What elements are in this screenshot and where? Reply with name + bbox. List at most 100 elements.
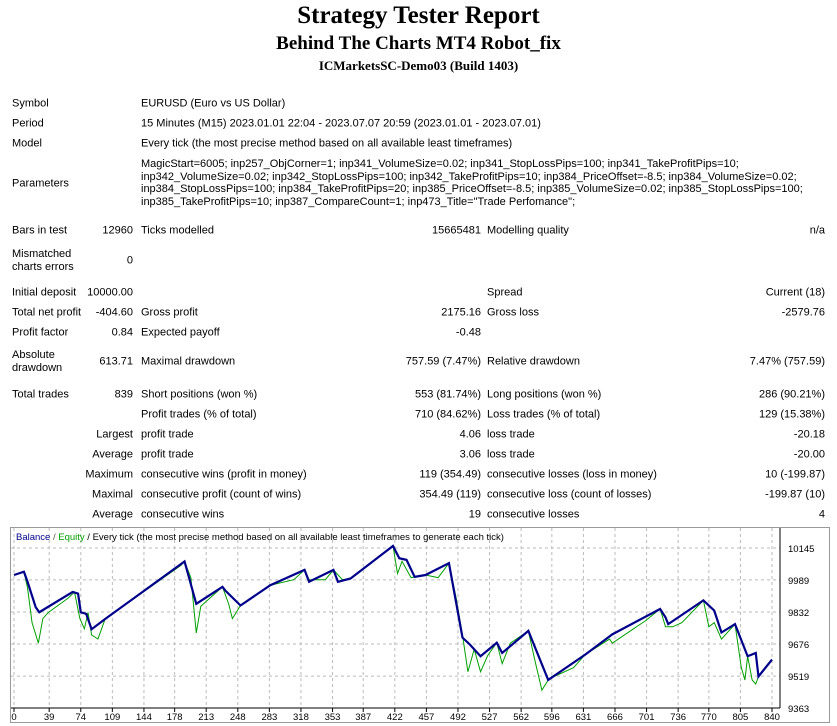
value: 354.49 (119) [419,488,481,501]
stats-row: Maximal consecutive profit (count of wins… [0,485,837,505]
legend-equity: Equity [58,532,85,543]
label: consecutive wins [141,508,225,521]
balance-equity-chart: 0 39 74 109 144 178 213 248 283 318 353 387 422 457 49… [10,527,830,723]
param-line: inp385_TakeProfitPips=10; inp387_Compare… [141,195,576,208]
legend-sep: / [50,532,58,543]
label: Relative drawdown [487,355,580,368]
label: Mismatched charts errors [12,248,74,273]
value: 10 (-199.87) [765,468,825,481]
y-tick-label: 9363 [788,704,809,715]
expert-name: Behind The Charts MT4 Robot_fix [276,33,561,54]
value: 119 (354.49) [419,468,481,481]
x-tick-label: 770 [701,712,717,723]
x-tick-label: 562 [513,712,529,723]
value: 7.47% (757.59) [749,355,825,368]
label: Initial deposit [12,286,77,299]
param-line: inp342_VolumeSize=0.02; inp342_StopLossP… [141,170,797,183]
value: Every tick (the most precise method base… [141,137,513,150]
y-tick-label: 10145 [788,544,814,555]
stats-row: Largest profit trade 4.06 loss trade -20.18 [0,425,837,445]
value: Largest [96,428,133,441]
value: 0.84 [111,326,133,339]
label: Short positions (won %) [141,388,258,401]
label: Total net profit [12,306,82,319]
value: Maximum [85,468,133,481]
value: 839 [114,388,133,401]
x-tick-label: 283 [261,712,277,723]
value: 286 (90.21%) [758,388,825,401]
label: consecutive wins (profit in money) [141,468,307,481]
stats-row: Mismatched charts errors 0 [0,248,837,274]
x-tick-label: 736 [670,712,686,723]
label: Modelling quality [487,224,569,237]
param-line: MagicStart=6005; inp257_ObjCorner=1; inp… [141,158,739,170]
label: Loss trades (% of total) [487,408,601,421]
value: -0.48 [455,326,481,339]
value: 3.06 [459,448,481,461]
label: Profit trades (% of total) [141,408,257,421]
label: Profit factor [12,326,69,339]
value: -404.60 [95,306,133,319]
label: Gross profit [141,306,198,319]
label: loss trade [487,428,535,441]
label: Period [12,117,44,130]
x-tick-label: 840 [764,712,780,723]
stats-row: Profit factor 0.84 Expected payoff -0.48 [0,323,837,343]
value: 15665481 [432,224,481,237]
value: -2579.76 [781,306,825,319]
value: 12960 [102,224,133,237]
parameters-value: MagicStart=6005; inp257_ObjCorner=1; inp… [141,158,831,208]
x-tick-label: 109 [104,712,120,723]
param-line: inp384_StopLossPips=100; inp384_TakeProf… [141,183,803,195]
equity-line [13,545,773,692]
value: Average [92,508,133,521]
x-tick-label: 248 [230,712,246,723]
label: Absolute drawdown [12,349,63,374]
label: consecutive losses [487,508,580,521]
value: 19 [468,508,481,521]
value: 129 (15.38%) [758,408,825,421]
server-info: ICMarketsSC-Demo03 (Build 1403) [318,58,519,73]
chart-legend: Balance / Equity / Every tick (the most … [16,532,504,543]
parameters-row: Parameters [0,174,837,194]
model-row: Model Every tick (the most precise method… [0,134,837,154]
value: -20.00 [793,448,825,461]
symbol-row: Symbol EURUSD (Euro vs US Dollar) [0,94,837,114]
y-tick-label: 9832 [788,608,809,619]
x-tick-label: 144 [136,712,152,723]
label: Maximal drawdown [141,355,236,368]
x-tick-label: 213 [198,712,214,723]
stats-row: Maximum consecutive wins (profit in money… [0,465,837,485]
value: -20.18 [793,428,825,441]
stats-row: Total trades 839 Short positions (won %) 55… [0,385,837,405]
x-tick-label: 492 [450,712,466,723]
label: Symbol [12,97,49,110]
x-tick-label: 318 [293,712,309,723]
y-tick-label: 9519 [788,672,809,683]
stats-row: Average consecutive wins 19 consecutive los… [0,505,837,525]
label: profit trade [141,428,194,441]
x-tick-label: 387 [355,712,371,723]
label: consecutive loss (count of losses) [487,488,652,501]
value: 553 (81.74%) [414,388,481,401]
label: Total trades [12,388,69,401]
x-tick-label: 39 [44,712,55,723]
value: 4 [818,508,825,521]
x-tick-label: 178 [167,712,183,723]
y-tick-label: 9989 [788,576,809,587]
legend-desc: / Every tick (the most precise method ba… [85,532,504,543]
period-row: Period 15 Minutes (M15) 2023.01.01 22:04 … [0,114,837,134]
label: Model [12,137,42,150]
value: 710 (84.62%) [414,408,481,421]
x-tick-label: 596 [544,712,560,723]
chart-frame [10,527,830,723]
stats-row: Profit trades (% of total) 710 (84.62%) Lo… [0,405,837,425]
x-tick-label: 353 [325,712,341,723]
x-tick-label: 527 [482,712,498,723]
label: Spread [487,286,523,299]
label: Gross loss [487,306,539,319]
value: 0 [126,254,133,267]
label: Ticks modelled [141,224,214,237]
stats-row: Initial deposit 10000.00 Spread Current (18… [0,283,837,303]
value: 10000.00 [87,286,133,299]
